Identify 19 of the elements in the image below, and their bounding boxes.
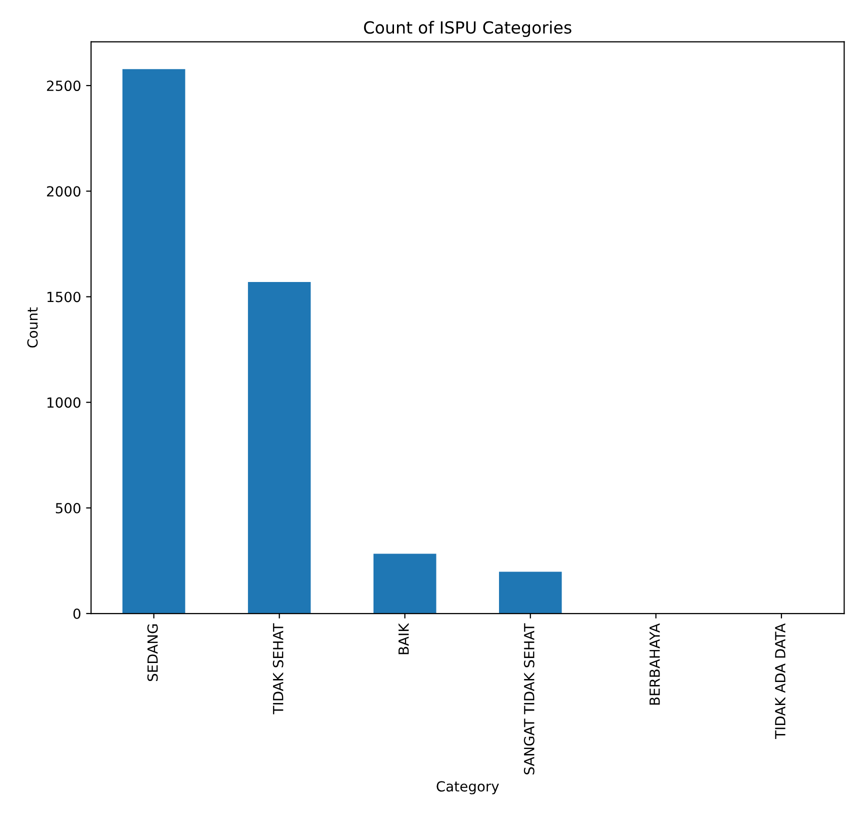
- bar: [499, 572, 562, 614]
- x-axis-title: Category: [436, 781, 499, 794]
- x-tick-label: SEDANG: [147, 624, 158, 682]
- x-tick-label: TIDAK SEHAT: [272, 623, 284, 714]
- x-tick-label: BERBAHAYA: [650, 623, 660, 705]
- y-tick-label: 0: [73, 608, 80, 619]
- y-axis-title: Count: [27, 307, 38, 348]
- y-tick-label: 500: [56, 502, 80, 514]
- x-tick-label: TIDAK ADA DATA: [775, 623, 786, 739]
- y-tick-label: 2500: [47, 80, 80, 92]
- bar: [248, 282, 311, 614]
- y-tick-label: 1500: [48, 292, 80, 302]
- y-tick-label: 1000: [48, 397, 80, 408]
- bar: [122, 69, 186, 614]
- chart-title: Count of ISPU Categories: [364, 20, 572, 37]
- bar: [373, 554, 436, 614]
- x-tick-label: SANGAT TIDAK SEHAT: [524, 623, 534, 774]
- x-tick-label: BAIK: [398, 622, 409, 654]
- y-tick-label: 2000: [47, 186, 80, 197]
